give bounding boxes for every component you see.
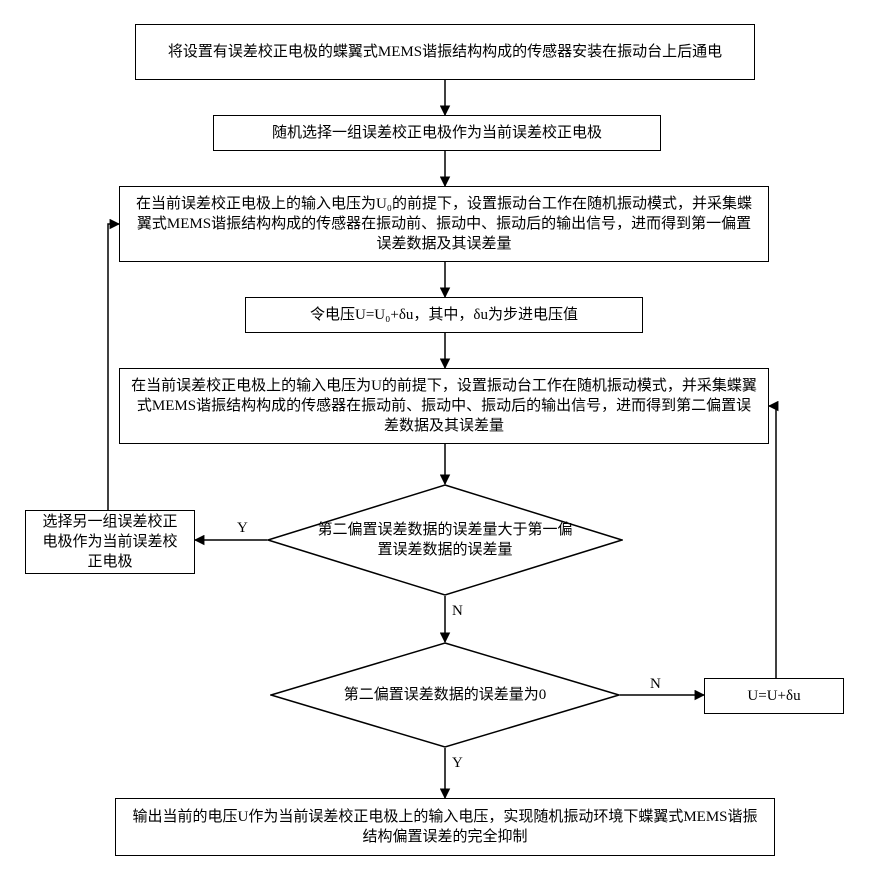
node-output: 输出当前的电压U作为当前误差校正电极上的输入电压，实现随机振动环境下蝶翼式MEM… [115, 798, 775, 856]
node-second-bias: 在当前误差校正电极上的输入电压为U的前提下，设置振动台工作在随机振动模式，并采集… [119, 368, 769, 444]
node-select-electrode: 随机选择一组误差校正电极作为当前误差校正电极 [213, 115, 661, 151]
node-text: 输出当前的电压U作为当前误差校正电极上的输入电压，实现随机振动环境下蝶翼式MEM… [126, 807, 764, 848]
node-install-sensor: 将设置有误差校正电极的蝶翼式MEMS谐振结构构成的传感器安装在振动台上后通电 [135, 24, 755, 80]
label-d1-no: N [452, 603, 463, 620]
node-set-voltage: 令电压U=U₀+δu，其中，δu为步进电压值 [245, 297, 643, 333]
node-text: 将设置有误差校正电极的蝶翼式MEMS谐振结构构成的传感器安装在振动台上后通电 [168, 42, 722, 62]
node-text: U=U+δu [747, 686, 800, 706]
node-text: 令电压U=U₀+δu，其中，δu为步进电压值 [310, 305, 578, 325]
node-step-voltage: U=U+δu [704, 678, 844, 714]
label-d2-yes: Y [452, 755, 463, 772]
label-d1-yes: Y [237, 520, 248, 537]
label-d2-no: N [650, 676, 661, 693]
node-first-bias: 在当前误差校正电极上的输入电压为U₀的前提下，设置振动台工作在随机振动模式，并采… [119, 186, 769, 262]
node-select-other-electrode: 选择另一组误差校正电极作为当前误差校正电极 [25, 510, 195, 574]
decision-error-greater: 第二偏置误差数据的误差量大于第一偏置误差数据的误差量 [267, 484, 623, 596]
decision-text: 第二偏置误差数据的误差量为0 [344, 685, 547, 705]
decision-error-zero: 第二偏置误差数据的误差量为0 [270, 642, 620, 748]
decision-text: 第二偏置误差数据的误差量大于第一偏置误差数据的误差量 [317, 520, 573, 561]
node-text: 在当前误差校正电极上的输入电压为U₀的前提下，设置振动台工作在随机振动模式，并采… [130, 194, 758, 255]
node-text: 选择另一组误差校正电极作为当前误差校正电极 [36, 512, 184, 573]
node-text: 随机选择一组误差校正电极作为当前误差校正电极 [272, 123, 602, 143]
node-text: 在当前误差校正电极上的输入电压为U的前提下，设置振动台工作在随机振动模式，并采集… [130, 376, 758, 437]
